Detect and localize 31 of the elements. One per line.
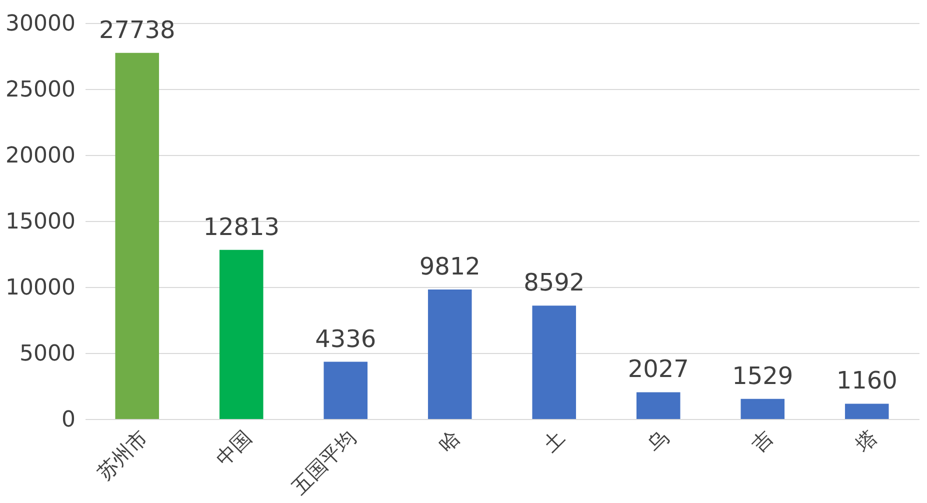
data-label: 8592	[524, 268, 585, 297]
bar	[532, 306, 576, 419]
data-label: 27738	[98, 16, 176, 44]
bar	[428, 289, 472, 419]
x-tick-label: 五国平均	[286, 425, 360, 499]
y-tick-label: 0	[62, 408, 76, 432]
data-label: 2027	[628, 355, 689, 384]
y-tick-label: 25000	[6, 78, 76, 102]
x-tick-label: 中国	[210, 425, 256, 471]
y-tick-label: 20000	[6, 144, 76, 168]
x-tick-label: 苏州市	[92, 425, 152, 485]
y-tick-label: 10000	[6, 276, 76, 300]
bar	[636, 392, 680, 419]
x-tick-label: 吉	[746, 425, 778, 456]
y-tick-label: 15000	[6, 210, 76, 234]
bar	[740, 398, 785, 419]
data-label: 4336	[315, 324, 376, 353]
y-tick-label: 5000	[20, 342, 76, 366]
x-tick-label: 乌	[642, 425, 674, 456]
y-tick-label: 30000	[6, 12, 76, 36]
data-label: 1529	[732, 362, 794, 390]
x-tick-label: 哈	[434, 425, 465, 456]
bar	[324, 362, 368, 419]
bar	[115, 52, 160, 419]
bar	[219, 250, 264, 419]
x-tick-label: 塔	[850, 425, 882, 458]
x-tick-label: 土	[538, 425, 569, 456]
data-label: 9812	[419, 252, 480, 280]
data-label: 1160	[836, 366, 898, 395]
bar	[844, 404, 889, 419]
data-label: 12813	[203, 212, 280, 241]
